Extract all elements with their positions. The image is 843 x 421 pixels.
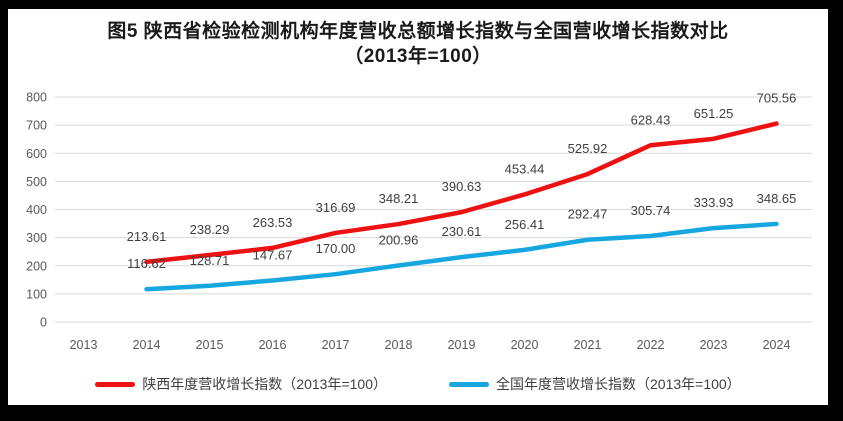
x-tick-label: 2019 xyxy=(448,338,476,352)
y-tick-label: 200 xyxy=(26,259,47,273)
national-line xyxy=(144,221,779,292)
shaanxi-data-label: 390.63 xyxy=(442,179,482,194)
y-tick-label: 100 xyxy=(26,287,47,301)
shaanxi-data-label: 263.53 xyxy=(253,215,293,230)
shaanxi-line-swatch xyxy=(95,381,136,387)
legend-item-national: 全国年度营收增长指数（2013年=100） xyxy=(449,374,741,394)
y-tick-label: 600 xyxy=(26,147,47,161)
national-data-label: 128.71 xyxy=(190,253,230,268)
x-tick-label: 2020 xyxy=(511,338,539,352)
shaanxi-data-label: 705.56 xyxy=(757,91,797,106)
legend-label-shaanxi: 陕西年度营收增长指数（2013年=100） xyxy=(142,376,387,392)
x-tick-label: 2015 xyxy=(196,338,224,352)
legend-item-shaanxi: 陕西年度营收增长指数（2013年=100） xyxy=(95,374,387,394)
x-tick-label: 2022 xyxy=(637,338,665,352)
y-tick-label: 300 xyxy=(26,231,47,245)
x-tick-label: 2021 xyxy=(574,338,602,352)
national-data-label: 200.96 xyxy=(379,232,419,247)
national-data-label: 292.47 xyxy=(568,207,608,222)
x-tick-label: 2023 xyxy=(700,338,728,352)
chart-title-line2: （2013年=100） xyxy=(344,46,492,67)
national-data-label: 230.61 xyxy=(442,224,482,239)
shaanxi-data-label: 628.43 xyxy=(631,112,671,127)
x-tick-label: 2018 xyxy=(385,338,413,352)
national-data-label: 256.41 xyxy=(505,217,545,232)
shaanxi-data-label: 525.92 xyxy=(568,141,608,156)
shaanxi-data-label: 651.25 xyxy=(694,106,734,121)
shaanxi-data-label: 213.61 xyxy=(127,229,167,244)
national-data-label: 170.00 xyxy=(316,241,356,256)
x-tick-label: 2016 xyxy=(259,338,287,352)
y-tick-label: 400 xyxy=(26,203,47,217)
chart-canvas: 图5 陕西省检验检测机构年度营收总额增长指数与全国营收增长指数对比 （2013年… xyxy=(8,9,828,405)
national-line-swatch xyxy=(449,381,489,387)
x-tick-label: 2017 xyxy=(322,338,350,352)
national-data-label: 333.93 xyxy=(694,195,734,210)
chart-title-line1: 图5 陕西省检验检测机构年度营收总额增长指数与全国营收增长指数对比 xyxy=(107,21,729,42)
y-tick-label: 800 xyxy=(26,91,47,105)
legend-label-national: 全国年度营收增长指数（2013年=100） xyxy=(496,376,741,392)
national-data-label: 116.62 xyxy=(127,256,166,271)
shaanxi-line xyxy=(144,121,779,265)
x-tick-label: 2013 xyxy=(70,338,98,352)
y-tick-label: 0 xyxy=(40,316,47,330)
shaanxi-data-label: 348.21 xyxy=(379,191,419,206)
x-tick-label: 2024 xyxy=(763,338,791,352)
y-tick-label: 700 xyxy=(26,119,47,133)
national-data-label: 305.74 xyxy=(631,203,671,218)
chart-title: 图5 陕西省检验检测机构年度营收总额增长指数与全国营收增长指数对比 （2013年… xyxy=(8,19,828,69)
national-data-label: 348.65 xyxy=(757,191,797,206)
shaanxi-data-label: 238.29 xyxy=(190,222,230,237)
y-tick-label: 500 xyxy=(26,175,47,189)
shaanxi-data-label: 453.44 xyxy=(505,161,545,176)
legend: 陕西年度营收增长指数（2013年=100） 全国年度营收增长指数（2013年=1… xyxy=(8,374,828,394)
shaanxi-data-label: 316.69 xyxy=(316,200,356,215)
national-data-label: 147.67 xyxy=(253,247,293,262)
x-tick-label: 2014 xyxy=(133,338,161,352)
